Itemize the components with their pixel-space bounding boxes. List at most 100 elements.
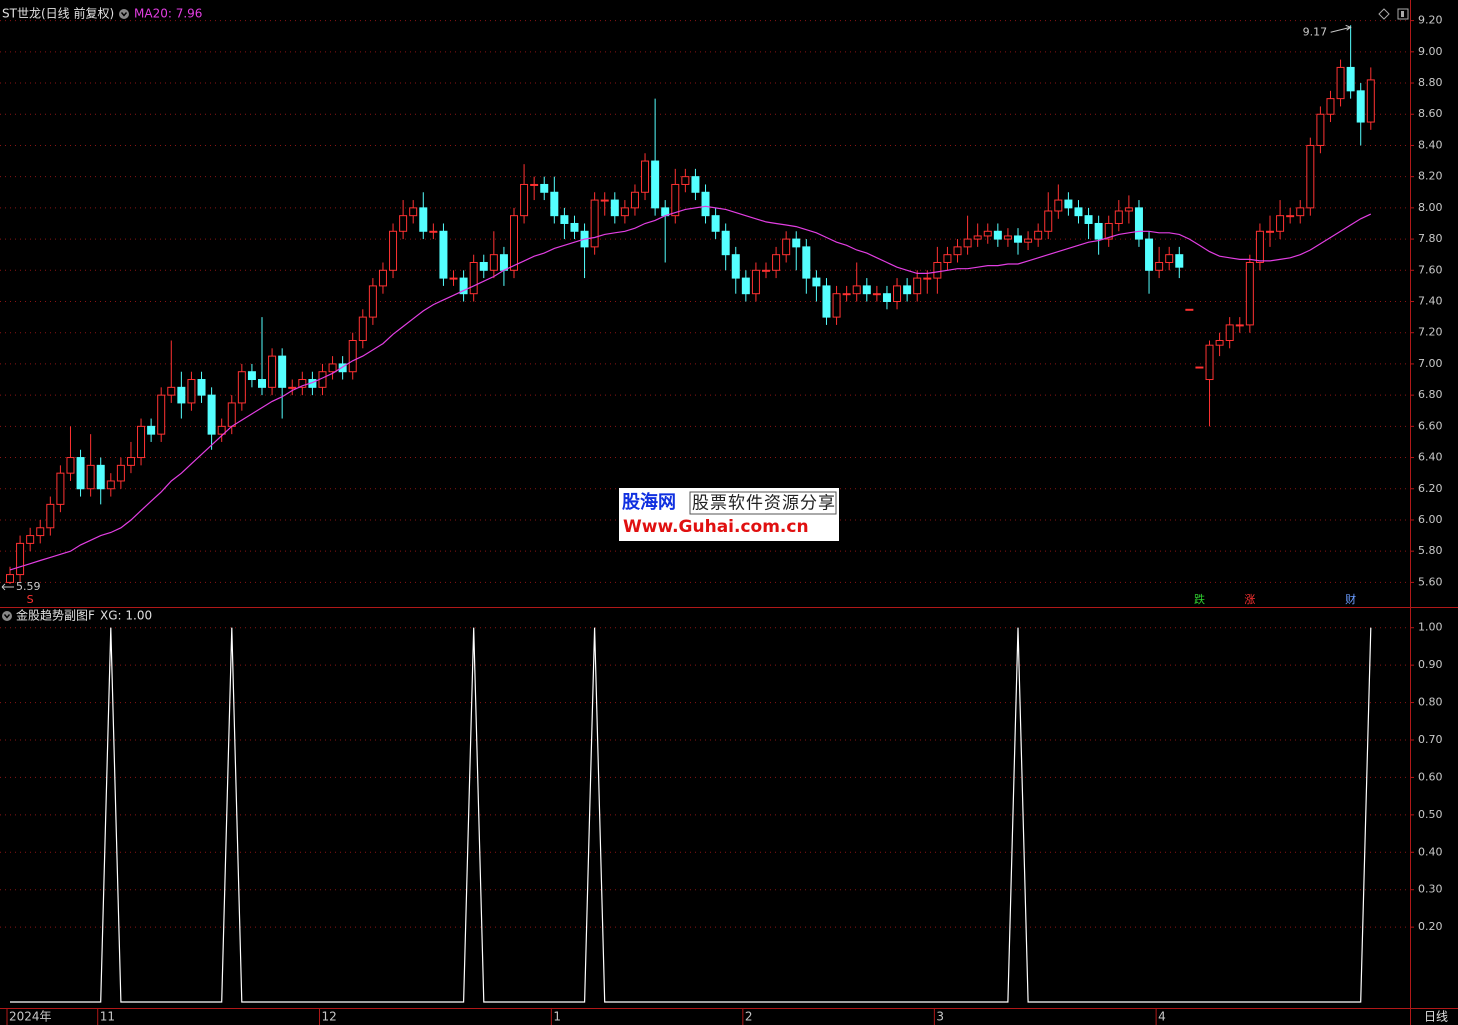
candle-body: [1326, 98, 1335, 115]
max-price-arrow: [1330, 24, 1352, 33]
y-tick-label: 9.20: [1418, 14, 1443, 27]
candle-body: [1175, 254, 1184, 268]
candle-body: [893, 285, 902, 303]
candle-body: [1255, 230, 1264, 263]
candle-body: [782, 238, 791, 256]
candle-body: [147, 425, 156, 435]
y-tick-label: 5.80: [1418, 544, 1443, 557]
candle-body: [630, 191, 639, 209]
y-tick-label: 8.80: [1418, 76, 1443, 89]
candle-body: [429, 230, 438, 233]
candle-body: [731, 254, 740, 279]
candle-body: [983, 230, 992, 237]
candle-body: [1084, 215, 1093, 224]
candle-body: [1266, 230, 1274, 233]
y-tick-label: 7.40: [1418, 295, 1443, 308]
candle-body: [469, 261, 478, 295]
candle-body: [1014, 235, 1022, 243]
candle-body: [389, 230, 398, 271]
candle-body: [1064, 199, 1073, 209]
candle-body: [439, 230, 448, 279]
candle-body: [1366, 79, 1375, 123]
watermark-slogan: 股票软件资源分享: [692, 494, 836, 514]
candle-body: [328, 363, 337, 373]
candle-body: [16, 542, 25, 576]
candle-body: [247, 371, 256, 381]
x-tick-label: 2024年: [9, 1010, 52, 1024]
candle-body: [1124, 207, 1133, 212]
candle-body: [1316, 113, 1325, 146]
candle-body: [419, 207, 428, 232]
candle-body: [751, 269, 760, 295]
toggle-icon-arrow: [3, 614, 11, 619]
candle-body: [96, 464, 105, 490]
candle-body: [368, 285, 377, 318]
candle-body: [1134, 207, 1143, 240]
candle-body: [993, 230, 1002, 240]
candle-body: [1346, 66, 1355, 92]
toggle-icon[interactable]: [2, 611, 12, 621]
candle-body: [973, 235, 982, 240]
x-tick-label: 3: [936, 1010, 944, 1024]
toggle-icon[interactable]: [119, 9, 129, 19]
candle-body: [1225, 324, 1234, 342]
candle-body: [1215, 340, 1224, 346]
y-tick-label: 0.90: [1418, 658, 1443, 671]
candle-body: [499, 254, 508, 271]
candle-body: [671, 183, 680, 217]
candle-body: [116, 464, 125, 482]
x-tick-label: 11: [100, 1010, 115, 1024]
watermark-name: 股海网: [621, 491, 676, 513]
slogan-frame: [689, 491, 837, 515]
candle-body: [1235, 324, 1244, 327]
candle-body: [762, 269, 770, 272]
x-tick-label: 2: [745, 1010, 753, 1024]
candle-body: [1276, 215, 1285, 232]
candle-body: [489, 254, 498, 271]
diamond-icon[interactable]: [1378, 8, 1390, 20]
indicator-title: 金股趋势副图F: [16, 608, 95, 623]
grid-layer: [0, 20, 1410, 928]
window-icon-bar: [1401, 11, 1404, 17]
y-tick-label: 7.00: [1418, 357, 1443, 370]
y-tick-label: 0.70: [1418, 733, 1443, 746]
candle-body: [681, 176, 690, 185]
y-tick-label: 8.20: [1418, 170, 1443, 183]
candle-body: [56, 472, 65, 505]
candle-body: [298, 379, 307, 388]
candle-body: [872, 293, 881, 296]
candle-body: [913, 277, 922, 295]
candle-body: [1034, 230, 1043, 240]
y-tick-label: 7.80: [1418, 232, 1443, 245]
y-tick-label: 9.00: [1418, 45, 1443, 58]
candle-body: [772, 254, 781, 271]
candle-body: [26, 535, 35, 544]
event-marker: S: [27, 593, 34, 606]
candle-body: [187, 379, 196, 404]
candle-body: [1306, 144, 1315, 209]
candle-body: [106, 480, 115, 490]
candle-body: [721, 230, 730, 256]
candle-body: [1145, 238, 1154, 271]
candle-body: [590, 199, 599, 248]
candle-body: [600, 199, 609, 202]
x-tick-label: 12: [321, 1010, 336, 1024]
y-tick-label: 6.80: [1418, 388, 1443, 401]
candle-body: [1074, 207, 1083, 217]
min-price-arrow: [1, 583, 14, 591]
window-icon[interactable]: [1397, 8, 1409, 20]
candle-body: [358, 316, 367, 342]
candle-body: [570, 222, 579, 232]
watermark-url: Www.Guhai.com.cn: [623, 517, 809, 537]
candle-body: [86, 464, 95, 490]
candle-body: [1024, 238, 1033, 243]
candle-body: [832, 293, 841, 318]
candle-body: [479, 261, 488, 271]
x-tick-label: 4: [1158, 1010, 1166, 1024]
chart-title: ST世龙(日线 前复权): [2, 6, 114, 21]
ma-legend: MA20: 7.96: [134, 7, 202, 21]
candle-body: [953, 246, 962, 256]
y-tick-label: 0.30: [1418, 883, 1443, 896]
candle-body: [157, 394, 166, 435]
